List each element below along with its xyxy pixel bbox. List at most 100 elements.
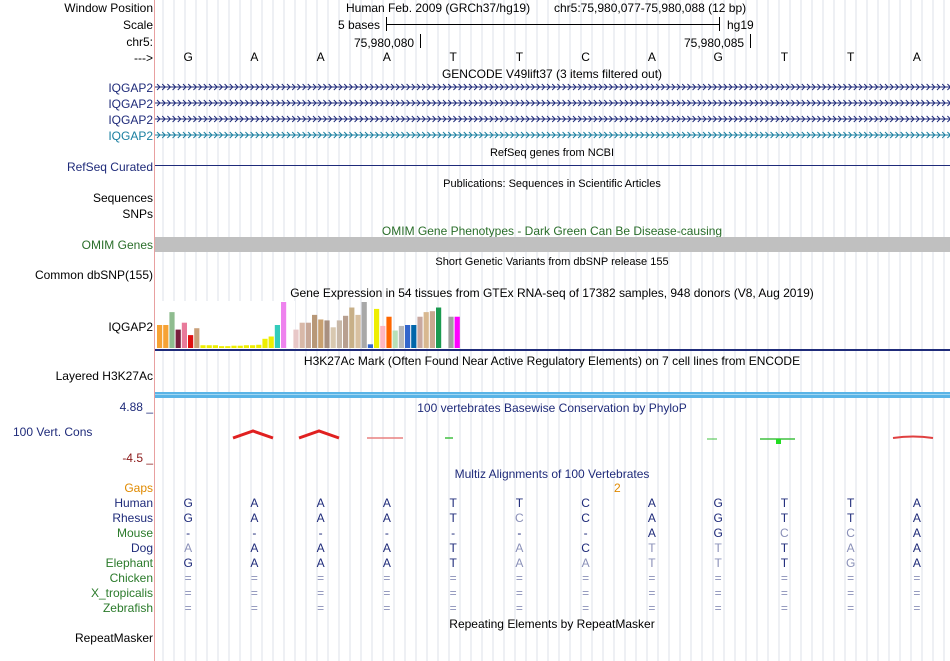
- window-position-label[interactable]: Window Position: [64, 1, 153, 15]
- alignment-base: =: [250, 571, 258, 585]
- gencode-title[interactable]: GENCODE V49lift37 (3 items filtered out): [441, 67, 663, 81]
- scale-label[interactable]: Scale: [122, 18, 153, 32]
- gtex-bar-46: [442, 344, 448, 348]
- base-0: G: [183, 50, 193, 64]
- alignment-base: G: [183, 556, 193, 570]
- gtex-bar-chart[interactable]: [155, 300, 555, 350]
- alignment-base: T: [780, 511, 789, 525]
- alignment-base: A: [581, 556, 590, 570]
- gtex-bar-27: [324, 320, 330, 348]
- alignment-base: A: [250, 556, 259, 570]
- phylop-peak-1: [232, 429, 274, 440]
- gene-strand-chevrons: [156, 131, 950, 139]
- dbsnp-title[interactable]: Short Genetic Variants from dbSNP releas…: [435, 256, 669, 268]
- gtex-title[interactable]: Gene Expression in 54 tissues from GTEx …: [290, 286, 814, 300]
- species-label-x_tropicalis[interactable]: X_tropicalis: [90, 586, 153, 600]
- alignment-base: A: [382, 496, 391, 510]
- gtex-bar-41: [411, 325, 417, 348]
- alignment-base: A: [316, 511, 325, 525]
- alignment-base: =: [780, 571, 788, 585]
- gtex-bar-28: [330, 327, 336, 348]
- gtex-bar-33: [361, 302, 367, 348]
- base-1: A: [250, 50, 259, 64]
- gaps-label[interactable]: Gaps: [124, 481, 153, 495]
- alignment-base: A: [912, 541, 921, 555]
- alignment-base: G: [845, 556, 856, 570]
- repeatmasker-title[interactable]: Repeating Elements by RepeatMasker: [449, 617, 655, 631]
- gtex-bar-36: [380, 325, 386, 348]
- repeatmasker-label[interactable]: RepeatMasker: [74, 631, 153, 645]
- gtex-label[interactable]: IQGAP2: [108, 320, 153, 334]
- alignment-base: =: [780, 601, 788, 615]
- refseq-track-line[interactable]: [155, 165, 950, 166]
- alignment-base: A: [250, 496, 259, 510]
- alignment-base: =: [847, 601, 855, 615]
- base-3: A: [382, 50, 391, 64]
- gene-label-3[interactable]: IQGAP2: [108, 113, 153, 127]
- gtex-bar-9: [212, 345, 218, 348]
- alignment-base: =: [515, 571, 523, 585]
- gtex-bar-35: [374, 308, 380, 348]
- multiz-title[interactable]: Multiz Alignments of 100 Vertebrates: [454, 467, 650, 481]
- h3k27ac-label[interactable]: Layered H3K27Ac: [55, 369, 153, 383]
- alignment-base: C: [581, 511, 590, 525]
- dbsnp-label[interactable]: Common dbSNP(155): [34, 268, 153, 282]
- phylop-peak-2: [298, 429, 340, 440]
- gtex-bar-0: [157, 325, 163, 348]
- strand-arrow-label[interactable]: --->: [134, 51, 153, 65]
- gap-count: 2: [614, 481, 621, 495]
- snps-label[interactable]: SNPs: [122, 207, 153, 221]
- species-label-chicken[interactable]: Chicken: [109, 571, 153, 585]
- alignment-base: =: [449, 586, 457, 600]
- alignment-base: =: [913, 571, 921, 585]
- omim-feature-band[interactable]: [155, 237, 950, 252]
- gene-models[interactable]: [155, 82, 950, 142]
- scale-text: 5 bases: [338, 18, 381, 32]
- phylop-signal[interactable]: [155, 425, 950, 455]
- alignment-base: A: [647, 496, 656, 510]
- species-label-elephant[interactable]: Elephant: [105, 556, 153, 570]
- alignment-base: =: [714, 571, 722, 585]
- alignment-base: T: [449, 511, 457, 525]
- gtex-bar-1: [163, 325, 169, 348]
- alignment-base: -: [186, 526, 191, 540]
- base-9: T: [780, 50, 789, 64]
- gene-label-1[interactable]: IQGAP2: [108, 81, 153, 95]
- publications-title[interactable]: Publications: Sequences in Scientific Ar…: [443, 178, 661, 190]
- species-label-human[interactable]: Human: [114, 496, 153, 510]
- alignment-base: A: [250, 511, 259, 525]
- scale-bar: [386, 24, 719, 25]
- gene-strand-chevrons: [156, 115, 950, 123]
- h3k27ac-signal[interactable]: [155, 392, 950, 398]
- omim-title[interactable]: OMIM Gene Phenotypes - Dark Green Can Be…: [381, 224, 723, 238]
- alignment-base: -: [384, 526, 389, 540]
- refseq-label[interactable]: RefSeq Curated: [66, 160, 153, 174]
- species-label-zebrafish[interactable]: Zebrafish: [102, 601, 153, 615]
- omim-label[interactable]: OMIM Genes: [81, 238, 153, 252]
- alignment-base: =: [714, 586, 722, 600]
- chr-label[interactable]: chr5:: [126, 35, 153, 49]
- species-label-rhesus[interactable]: Rhesus: [112, 511, 153, 525]
- alignment-base: A: [647, 526, 656, 540]
- species-label-mouse[interactable]: Mouse: [116, 526, 153, 540]
- alignment-base: -: [583, 526, 588, 540]
- alignment-base: C: [846, 526, 855, 540]
- gtex-bar-37: [386, 316, 392, 348]
- gtex-bar-31: [349, 307, 355, 348]
- gtex-bar-22: [293, 329, 299, 348]
- refseq-title[interactable]: RefSeq genes from NCBI: [489, 147, 615, 159]
- alignment-base: =: [582, 586, 590, 600]
- publications-label[interactable]: Sequences: [92, 191, 153, 205]
- gene-label-2[interactable]: IQGAP2: [108, 97, 153, 111]
- alignment-base: T: [780, 496, 789, 510]
- gtex-bar-39: [398, 325, 404, 348]
- gene-label-4[interactable]: IQGAP2: [108, 129, 153, 143]
- h3k27ac-title[interactable]: H3K27Ac Mark (Often Found Near Active Re…: [303, 354, 801, 368]
- gtex-bar-2: [169, 312, 175, 348]
- phylop-label[interactable]: 100 Vert. Cons: [13, 425, 93, 439]
- phylop-title[interactable]: 100 vertebrates Basewise Conservation by…: [417, 401, 687, 415]
- gtex-bar-8: [206, 345, 212, 348]
- species-label-dog[interactable]: Dog: [130, 541, 153, 555]
- alignment-base: A: [316, 541, 325, 555]
- gtex-bar-47: [448, 316, 454, 348]
